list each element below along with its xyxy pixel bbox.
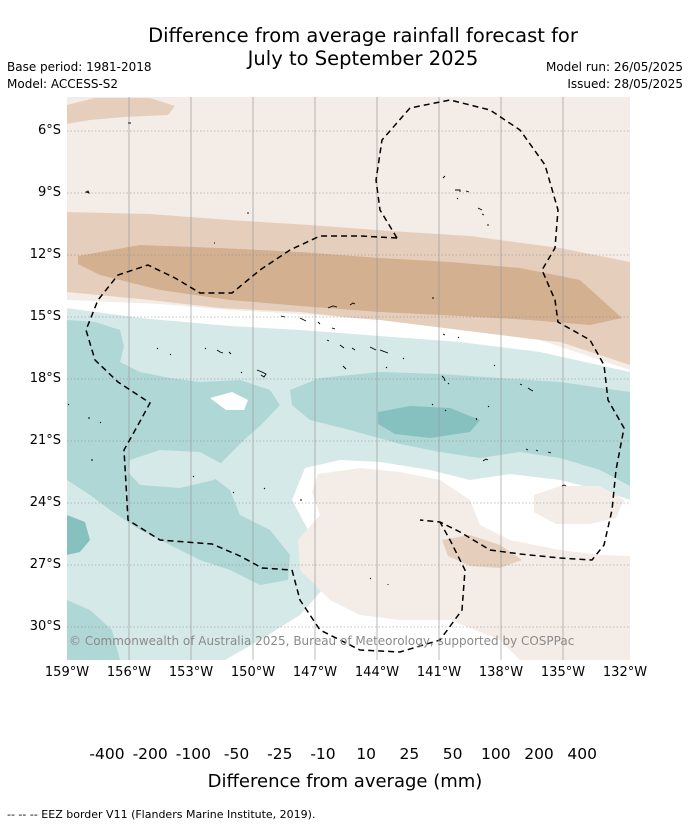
- base-period: Base period: 1981-2018: [7, 60, 152, 74]
- colorbar-tick: 10: [356, 745, 377, 763]
- title-line-2: July to September 2025: [247, 47, 479, 70]
- lat-label-18s: 18°S: [29, 371, 61, 386]
- lat-label-24s: 24°S: [29, 495, 61, 510]
- neutral-patch-south: [330, 600, 520, 660]
- lon-label-156w: 156°W: [106, 665, 152, 680]
- colorbar-tick: -200: [132, 745, 168, 763]
- eez-legend: -- -- -- EEZ border V11 (Flanders Marine…: [7, 808, 316, 821]
- lon-label-150w: 150°W: [230, 665, 276, 680]
- lon-label-144w: 144°W: [354, 665, 400, 680]
- lon-label-141w: 141°W: [416, 665, 462, 680]
- lon-label-153w: 153°W: [168, 665, 214, 680]
- gridlines: [67, 130, 630, 628]
- colorbar-tick: 100: [481, 745, 511, 763]
- lat-label-27s: 27°S: [29, 557, 61, 572]
- meta-left: Base period: 1981-2018 Model: ACCESS-S2: [7, 59, 152, 93]
- lon-label-147w: 147°W: [292, 665, 338, 680]
- dry-patch-north: [67, 98, 175, 124]
- lon-label-135w: 135°W: [540, 665, 586, 680]
- issued-date: Issued: 28/05/2025: [567, 77, 683, 91]
- dry-patch-east: [534, 486, 624, 524]
- lat-label-15s: 15°S: [29, 309, 61, 324]
- rainfall-map: [67, 97, 630, 660]
- wet-patch-southwest: [67, 600, 120, 660]
- colorbar-title: Difference from average (mm): [207, 771, 483, 792]
- colorbar-tick: -10: [310, 745, 336, 763]
- model-run: Model run: 26/05/2025: [545, 60, 683, 74]
- colorbar-tick: 400: [567, 745, 597, 763]
- lon-label-138w: 138°W: [478, 665, 524, 680]
- lat-label-12s: 12°S: [29, 247, 61, 262]
- model-name: Model: ACCESS-S2: [7, 77, 119, 91]
- colorbar-tick: -25: [267, 745, 293, 763]
- meridians: [128, 97, 564, 660]
- wet-zone-100-west: [67, 515, 90, 555]
- colorbar-tick: 50: [442, 745, 463, 763]
- dry-band-100: [78, 245, 622, 325]
- dry-patch-south: [298, 468, 630, 660]
- lat-label-21s: 21°S: [29, 433, 61, 448]
- lat-label-9s: 9°S: [37, 185, 61, 200]
- dry-patch-south-core: [442, 535, 522, 568]
- title-line-1: Difference from average rainfall forecas…: [148, 24, 578, 47]
- copyright-notice: © Commonwealth of Australia 2025, Bureau…: [69, 634, 575, 648]
- lat-label-6s: 6°S: [37, 123, 61, 138]
- wet-zone-100-core: [378, 406, 480, 438]
- wet-light-patch: [128, 450, 226, 488]
- meta-right: Model run: 26/05/2025 Issued: 28/05/2025: [546, 59, 683, 93]
- colorbar-tick: 200: [524, 745, 554, 763]
- colorbar-tick: -50: [223, 745, 250, 763]
- colorbar-tick: -100: [175, 745, 211, 763]
- chart-title: Difference from average rainfall forecas…: [0, 24, 690, 70]
- colorbar-tick: -400: [89, 745, 125, 763]
- islands: [67, 122, 567, 585]
- lon-label-132w: 132°W: [602, 665, 648, 680]
- colorbar-labels: -400 -200 -100 -50 -25 -10 10 25 50 100 …: [0, 745, 690, 765]
- colorbar-tick: 25: [399, 745, 420, 763]
- eez-borders: [85, 99, 625, 653]
- neutral-hole-1: [210, 392, 248, 410]
- lat-label-30s: 30°S: [29, 619, 61, 634]
- lon-label-159w: 159°W: [44, 665, 90, 680]
